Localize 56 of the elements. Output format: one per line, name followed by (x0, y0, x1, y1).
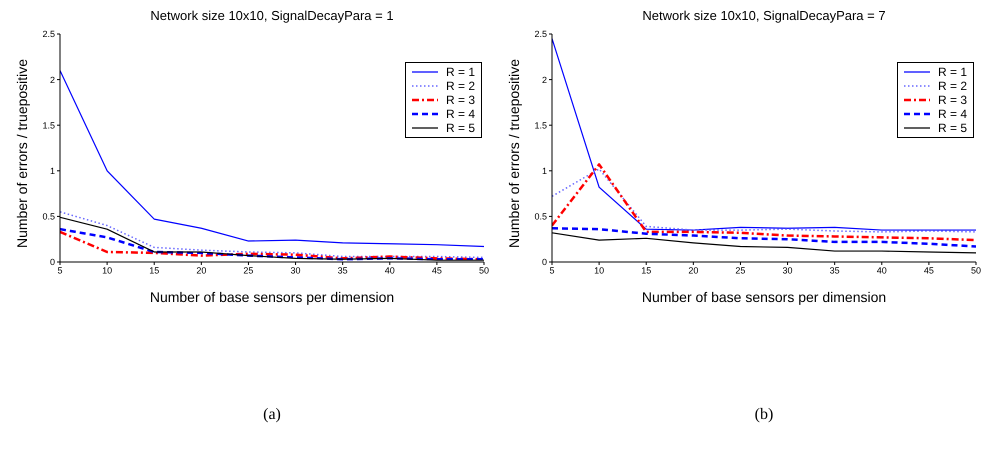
x-tick-label: 50 (970, 265, 982, 276)
line-series (552, 168, 976, 233)
y-tick-label: 2 (50, 74, 55, 85)
x-tick-label: 25 (735, 265, 746, 276)
x-tick-label: 15 (149, 265, 160, 276)
line-series (552, 163, 976, 242)
x-tick-label: 35 (830, 265, 840, 276)
legend-label: R = 5 (446, 121, 475, 135)
x-axis-title: Number of base sensors per dimension (150, 289, 394, 305)
x-tick-label: 10 (102, 265, 112, 276)
x-tick-label: 45 (432, 265, 442, 276)
x-tick-label: 45 (924, 265, 934, 276)
x-tick-label: 30 (782, 265, 793, 276)
legend-label: R = 3 (938, 93, 967, 107)
x-tick-label: 20 (196, 265, 206, 276)
line-series (60, 211, 484, 258)
x-tick-label: 5 (57, 265, 63, 276)
legend-label: R = 4 (446, 107, 475, 121)
y-tick-label: 2.5 (42, 29, 55, 40)
x-tick-label: 25 (243, 265, 254, 276)
line-series (60, 70, 484, 248)
chart-title: Network size 10x10, SignalDecayPara = 1 (149, 8, 395, 25)
legend-label: R = 5 (938, 121, 967, 135)
text: (a) (262, 406, 282, 424)
y-tick-label: 0.5 (534, 212, 547, 222)
text: (b) (754, 406, 774, 424)
x-tick-label: 40 (876, 265, 887, 276)
line-series (552, 227, 976, 248)
x-tick-label: 40 (384, 265, 395, 276)
y-tick-label: 0 (542, 257, 547, 268)
y-axis-title: Number of errors / truepositive (506, 58, 522, 248)
y-tick-label: 1 (542, 166, 547, 176)
y-tick-label: 2 (542, 74, 547, 85)
y-axis-title: Number of errors / truepositive (14, 58, 30, 248)
legend-label: R = 3 (446, 93, 475, 107)
chart-title: Network size 10x10, SignalDecayPara = 7 (641, 8, 887, 25)
x-tick-label: 50 (478, 265, 490, 276)
y-tick-label: 2.5 (534, 29, 547, 40)
x-tick-label: 20 (688, 265, 698, 276)
y-tick-label: 1.5 (534, 120, 547, 130)
x-tick-label: 35 (338, 265, 348, 276)
x-tick-label: 5 (549, 265, 555, 276)
x-tick-label: 10 (594, 265, 604, 276)
y-tick-label: 0 (50, 257, 55, 268)
legend-label: R = 4 (938, 107, 967, 121)
y-tick-label: 0.5 (42, 212, 55, 222)
x-tick-label: 15 (641, 265, 652, 276)
line-series (552, 38, 976, 231)
y-tick-label: 1 (50, 166, 55, 176)
x-axis-title: Number of base sensors per dimension (642, 289, 886, 305)
y-tick-label: 1.5 (42, 120, 55, 130)
legend-label: R = 2 (938, 79, 967, 93)
legend-label: R = 2 (446, 79, 475, 93)
legend-label: R = 1 (446, 65, 475, 79)
legend-label: R = 1 (938, 65, 967, 79)
x-tick-label: 30 (290, 265, 301, 276)
